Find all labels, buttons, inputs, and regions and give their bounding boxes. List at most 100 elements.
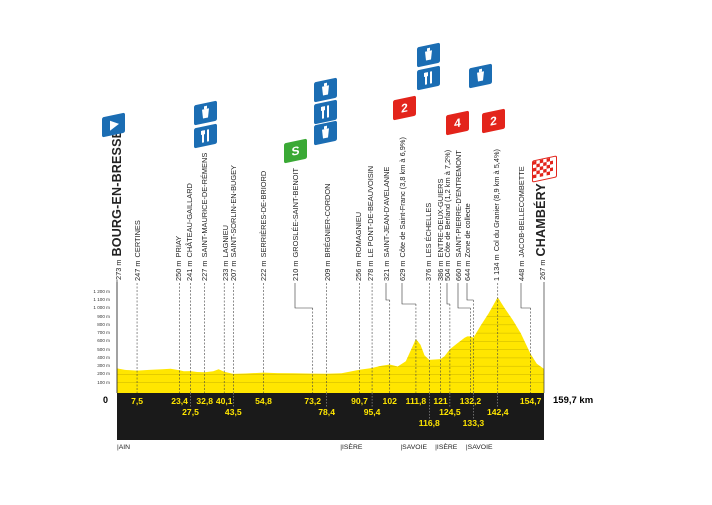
waypoint-altitude: 256 m [353, 260, 363, 281]
leader-line [401, 283, 416, 305]
waypoint-name: SAINT-PIERRE-D'ENTREMONT [453, 150, 463, 258]
waypoint-label: 256 m ROMAGNIEU [354, 212, 363, 281]
km-label: 40,1 [215, 396, 233, 406]
waypoint-label: 504 m Côte de Berland (1,2 km à 7,2%) [443, 150, 452, 281]
waypoint-label: 250 m PRIAY [174, 236, 183, 281]
distance-band [117, 393, 544, 440]
department-label: |SAVOIE [465, 444, 493, 451]
department-label: |AIN [117, 444, 131, 451]
km-label: 78,4 [318, 407, 335, 417]
waypoint-name: Côte de Saint-Franc (3,8 km à 6,9%) [397, 137, 407, 258]
y-tick-label: 400 m [97, 354, 110, 360]
waypoint-label: 209 m BRÉGNIER-CORDON [323, 184, 332, 281]
total-distance-label: 159,7 km [553, 395, 594, 406]
waypoint-name: BRÉGNIER-CORDON [322, 183, 332, 258]
waypoint-altitude: 247 m [132, 260, 142, 281]
food-icon [194, 123, 217, 149]
waypoint-label: 210 m GROSLÉE-SAINT-BENOIT [291, 168, 300, 281]
km-label: 27,5 [182, 407, 199, 417]
km-label: 54,8 [255, 396, 272, 406]
km-label: 102 [382, 396, 397, 406]
waypoint-altitude: 209 m [322, 260, 332, 281]
waypoint-name: CHÂTEAU-GAILLARD [184, 183, 194, 258]
waypoint-name: ROMAGNIEU [353, 211, 363, 258]
y-tick-label: 1 100 m [93, 297, 110, 303]
km-label: 90,7 [351, 396, 368, 406]
start-flag-icon [102, 112, 125, 138]
waypoint-altitude: 210 m [290, 260, 300, 281]
waypoint-name: CERTINES [132, 220, 142, 258]
waypoint-name: BOURG-EN-BRESSE [109, 129, 124, 257]
waypoint-altitude: 222 m [258, 260, 268, 281]
waypoint-altitude: 504 m [442, 260, 452, 281]
drink-icon [314, 120, 337, 146]
km-label: 73,2 [304, 396, 322, 406]
elevation-profile-area [117, 297, 544, 393]
start-km-label: 0 [103, 395, 109, 405]
drink-icon [314, 77, 337, 103]
y-tick-label: 1 000 m [93, 305, 110, 311]
y-tick-label: 300 m [97, 363, 110, 369]
y-tick-label: 700 m [97, 330, 110, 336]
km-label: 121 [433, 396, 448, 406]
waypoint-altitude: 660 m [453, 260, 463, 281]
waypoint-label: 644 m Zone de collecte [463, 203, 472, 281]
waypoint-altitude: 629 m [397, 260, 407, 281]
leader-line [457, 283, 471, 309]
leader-line [466, 283, 474, 301]
leader-line [385, 283, 390, 301]
waypoint-label: 1 134 m Col du Granier (8,9 km à 5,4%) [492, 149, 501, 281]
km-label: 142,4 [486, 407, 509, 417]
y-tick-label: 900 m [97, 313, 110, 319]
km-label: 7,5 [131, 396, 144, 406]
waypoint-altitude: 241 m [184, 260, 194, 281]
waypoint-label: 376 m LES ÉCHELLES [424, 203, 433, 281]
waypoint-label: 227 m SAINT-MAURICE-DE-RÉMENS [200, 153, 209, 281]
waypoint-altitude: 278 m [365, 260, 375, 281]
waypoint-name: PRIAY [173, 235, 183, 258]
department-label: |ISÈRE [340, 444, 363, 451]
department-label: |SAVOIE [400, 444, 427, 451]
y-tick-label: 200 m [97, 371, 110, 377]
waypoint-name: CHAMBÉRY [533, 183, 548, 257]
km-label: 111,8 [405, 396, 427, 406]
waypoint-label: 247 m CERTINES [133, 220, 142, 281]
waypoint-altitude: 321 m [381, 260, 391, 281]
leader-line [520, 283, 531, 309]
km-label: 116,8 [418, 418, 440, 428]
y-tick-label: 100 m [97, 379, 110, 385]
km-label: 95,4 [363, 407, 381, 417]
drink-icon [469, 63, 492, 89]
waypoint-altitude: 273 m [113, 259, 123, 280]
waypoint-name: SAINT-JEAN-D'AVELANNE [381, 166, 391, 258]
leader-line [446, 283, 450, 305]
town-label-major: 273 m BOURG-EN-BRESSE [109, 129, 125, 280]
km-label: 132,2 [459, 396, 482, 406]
waypoint-label: 207 m SAINT-SORLIN-EN-BUGEY [229, 165, 238, 281]
waypoint-altitude: 1 134 m [491, 254, 501, 281]
waypoint-name: SERRIÈRES-DE-BRIORD [258, 170, 268, 258]
waypoint-label: 660 m SAINT-PIERRE-D'ENTREMONT [454, 150, 463, 281]
drink-icon [417, 42, 440, 68]
waypoint-name: GROSLÉE-SAINT-BENOIT [290, 167, 300, 258]
waypoint-label: 278 m LE PONT-DE-BEAUVOISIN [366, 166, 375, 281]
y-tick-label: 1 200 m [93, 288, 110, 294]
km-label: 154,7 [519, 396, 542, 406]
waypoint-altitude: 644 m [462, 260, 472, 281]
food-icon [314, 99, 337, 125]
waypoint-name: Zone de collecte [462, 203, 472, 258]
waypoint-name: SAINT-SORLIN-EN-BUGEY [228, 165, 238, 258]
town-label-major: 267 m CHAMBÉRY [533, 183, 549, 280]
km-label: 23,4 [171, 396, 188, 406]
waypoint-name: JACOB-BELLECOMBETTE [516, 166, 526, 258]
department-label: |ISÈRE [435, 444, 458, 451]
waypoint-altitude: 376 m [423, 260, 433, 281]
y-tick-label: 500 m [97, 346, 110, 352]
waypoint-label: 241 m CHÂTEAU-GAILLARD [185, 183, 194, 281]
waypoint-name: LE PONT-DE-BEAUVOISIN [365, 165, 375, 258]
leader-line [294, 283, 313, 309]
waypoint-name: Côte de Berland (1,2 km à 7,2%) [442, 149, 452, 258]
km-label: 133,3 [462, 418, 485, 428]
waypoint-label: 448 m JACOB-BELLECOMBETTE [517, 166, 526, 281]
